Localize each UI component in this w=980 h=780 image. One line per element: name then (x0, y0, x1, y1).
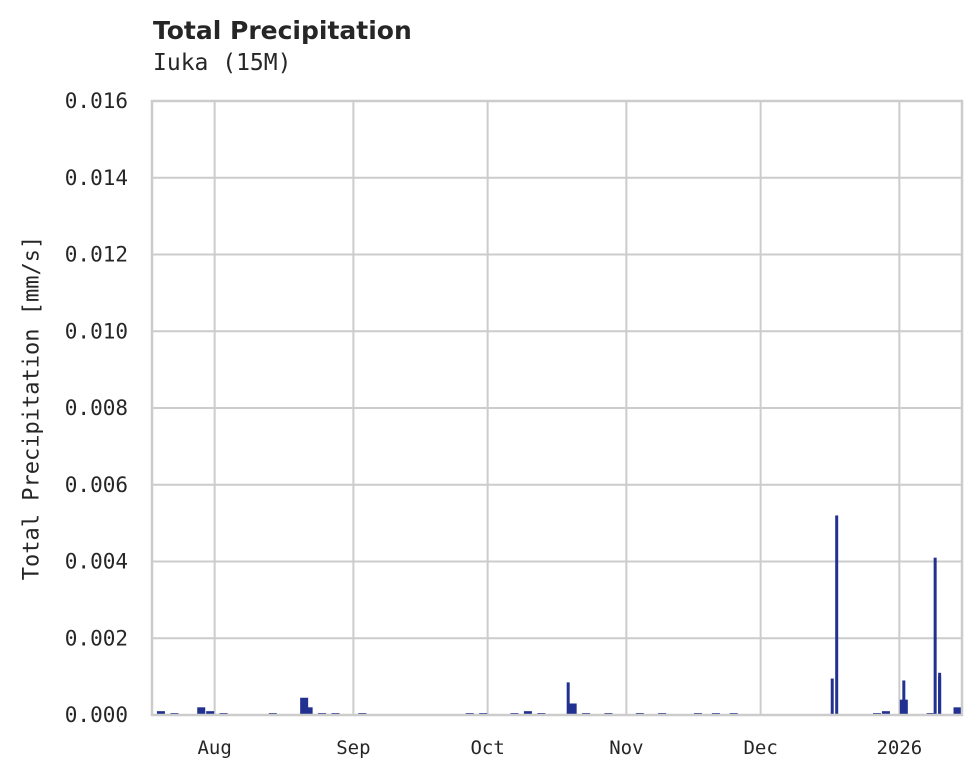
y-tick-labels: 0.000 0.002 0.004 0.006 0.008 0.010 0.012 0.014… (65, 89, 128, 727)
y-tick-label: 0.012 (65, 243, 128, 267)
data-point (523, 711, 532, 715)
y-tick-label: 0.004 (65, 550, 128, 574)
y-tick-label: 0.006 (65, 473, 128, 497)
data-point (156, 711, 165, 715)
data-point (300, 697, 309, 715)
y-tick-label: 0.000 (65, 703, 128, 727)
data-point (568, 703, 577, 715)
data-point (881, 711, 890, 715)
data-point (830, 678, 834, 715)
x-tick-label: Nov (609, 737, 643, 759)
y-gridlines (152, 100, 962, 716)
x-tick-label: Sep (336, 737, 370, 759)
data-point (902, 680, 906, 715)
data-series (156, 515, 962, 715)
y-tick-label: 0.010 (65, 319, 128, 343)
y-tick-label: 0.008 (65, 396, 128, 420)
data-point (938, 676, 942, 715)
y-tick-label: 0.016 (65, 89, 128, 113)
data-point (933, 557, 937, 715)
chart-title: Total Precipitation (153, 16, 412, 45)
data-point (835, 515, 839, 715)
y-tick-label: 0.014 (65, 166, 128, 190)
chart-subtitle: Iuka (15M) (153, 50, 292, 76)
x-tick-label: Oct (470, 737, 504, 759)
x-tick-label: Dec (743, 737, 777, 759)
x-tick-label: Aug (197, 737, 231, 759)
data-point (566, 682, 570, 715)
data-point (899, 699, 908, 715)
x-gridlines (213, 101, 901, 715)
x-tick-labels: Aug Sep Oct Nov Dec 2026 (197, 737, 922, 759)
y-tick-label: 0.002 (65, 626, 128, 650)
plot-frame (150, 99, 964, 717)
data-point (197, 707, 206, 715)
data-point (304, 707, 313, 715)
data-point (206, 711, 215, 715)
x-tick-label: 2026 (876, 737, 922, 759)
data-point (953, 707, 962, 715)
